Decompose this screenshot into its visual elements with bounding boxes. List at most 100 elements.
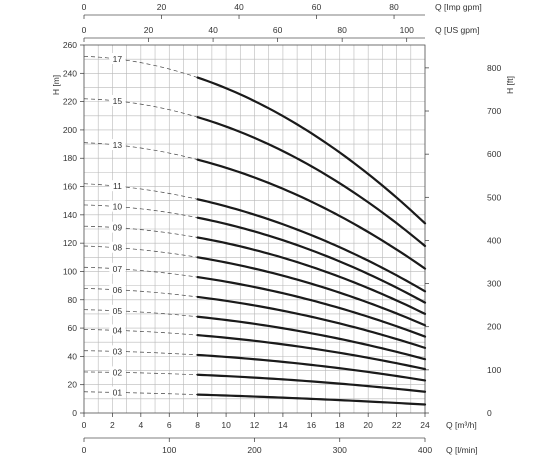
curve-17 — [196, 76, 427, 225]
y-tick-label: 240 — [63, 68, 77, 78]
x-tick-label: 18 — [335, 420, 345, 430]
curve-06 — [196, 295, 427, 349]
us-gpm-axis-label: Q [US gpm] — [435, 25, 479, 35]
l-min-axis-label: Q [l/min] — [446, 445, 478, 455]
x-tick-label: 12 — [250, 420, 260, 430]
y-tick-label: 60 — [68, 323, 78, 333]
curve-label-10: 10 — [113, 202, 123, 212]
curve-label-bg — [109, 52, 126, 64]
curve-06-dashed — [83, 288, 198, 298]
curve-label-06: 06 — [113, 285, 123, 295]
curve-13-dashed — [83, 142, 198, 160]
curve-05 — [196, 315, 427, 361]
y-axis-label: H [m] — [51, 75, 61, 95]
x-tick-label: 20 — [363, 420, 373, 430]
y-tick-label: 80 — [68, 295, 78, 305]
curve-15-dashed — [83, 98, 198, 118]
ft-tick-label: 100 — [487, 365, 501, 375]
ft-tick-label: 600 — [487, 149, 501, 159]
imp-gpm-tick-label: 20 — [157, 2, 167, 12]
curve-label-bg — [109, 139, 126, 151]
y-tick-label: 200 — [63, 125, 77, 135]
curve-08 — [196, 256, 427, 327]
curve-label-bg — [109, 200, 126, 212]
curve-label-bg — [109, 221, 126, 233]
us-gpm-tick-label: 80 — [337, 25, 347, 35]
curve-11 — [196, 198, 427, 293]
curve-label-bg — [109, 366, 126, 378]
ft-tick-label: 300 — [487, 279, 501, 289]
curve-labels-group: 17 15 13 11 10 09 08 07 06 05 04 03 02 01 — [109, 52, 126, 398]
y-tick-label: 20 — [68, 380, 78, 390]
ft-tick-label: 0 — [487, 408, 492, 418]
x-tick-label: 8 — [195, 420, 200, 430]
y-tick-label: 160 — [63, 182, 77, 192]
l-min-tick-label: 0 — [82, 445, 87, 455]
y-tick-label: 140 — [63, 210, 77, 220]
y-tick-label: 220 — [63, 97, 77, 107]
imp-gpm-tick-label: 60 — [312, 2, 322, 12]
x-tick-label: 10 — [221, 420, 231, 430]
curve-label-bg — [109, 262, 126, 274]
x-tick-label: 14 — [278, 420, 288, 430]
us-gpm-tick-label: 100 — [400, 25, 414, 35]
curve-label-bg — [109, 241, 126, 253]
ft-tick-label: 400 — [487, 235, 501, 245]
curve-label-03: 03 — [113, 346, 123, 356]
curve-label-bg — [109, 95, 126, 107]
curve-label-05: 05 — [113, 306, 123, 316]
curve-04-dashed — [83, 329, 198, 336]
curve-series-group — [83, 55, 427, 406]
curve-label-04: 04 — [113, 325, 123, 335]
curve-10-dashed — [83, 204, 198, 219]
curve-13 — [196, 158, 427, 270]
curve-label-02: 02 — [113, 367, 123, 377]
x-axis-label: Q [m³/h] — [446, 420, 477, 430]
curve-04 — [196, 334, 427, 371]
x-tick-label: 4 — [138, 420, 143, 430]
curve-label-09: 09 — [113, 223, 123, 233]
curve-15 — [196, 116, 427, 248]
curve-07 — [196, 276, 427, 338]
ft-tick-label: 500 — [487, 192, 501, 202]
x-tick-label: 6 — [167, 420, 172, 430]
us-gpm-tick-label: 0 — [82, 25, 87, 35]
curve-label-bg — [109, 283, 126, 295]
curve-label-11: 11 — [113, 181, 122, 191]
curve-07-dashed — [83, 266, 198, 278]
l-min-tick-label: 300 — [333, 445, 347, 455]
x-tick-label: 22 — [392, 420, 402, 430]
us-gpm-tick-label: 60 — [273, 25, 283, 35]
curve-label-bg — [109, 386, 126, 398]
us-gpm-tick-label: 40 — [208, 25, 218, 35]
curve-label-01: 01 — [113, 387, 123, 397]
curve-label-13: 13 — [113, 140, 123, 150]
curve-09-dashed — [83, 225, 198, 238]
imp-gpm-tick-label: 80 — [389, 2, 399, 12]
l-min-tick-label: 100 — [162, 445, 176, 455]
curve-label-bg — [109, 180, 126, 192]
curve-03-dashed — [83, 350, 198, 356]
curve-02 — [196, 373, 427, 393]
y-tick-label: 120 — [63, 238, 77, 248]
curve-09 — [196, 236, 427, 316]
y-tick-label: 0 — [72, 408, 77, 418]
x-tick-label: 24 — [420, 420, 430, 430]
curve-08-dashed — [83, 245, 198, 258]
curve-label-08: 08 — [113, 243, 123, 253]
ft-tick-label: 200 — [487, 322, 501, 332]
y-tick-label: 100 — [63, 266, 77, 276]
imp-gpm-tick-label: 40 — [234, 2, 244, 12]
ft-tick-label: 800 — [487, 63, 501, 73]
x-tick-label: 2 — [110, 420, 115, 430]
imp-gpm-axis-label: Q [Imp gpm] — [435, 2, 482, 12]
curve-11-dashed — [83, 183, 198, 200]
curve-label-bg — [109, 324, 126, 336]
curve-10 — [196, 216, 427, 304]
curve-label-15: 15 — [113, 96, 123, 106]
curve-03 — [196, 353, 427, 382]
l-min-tick-label: 400 — [418, 445, 432, 455]
ft-tick-label: 700 — [487, 106, 501, 116]
